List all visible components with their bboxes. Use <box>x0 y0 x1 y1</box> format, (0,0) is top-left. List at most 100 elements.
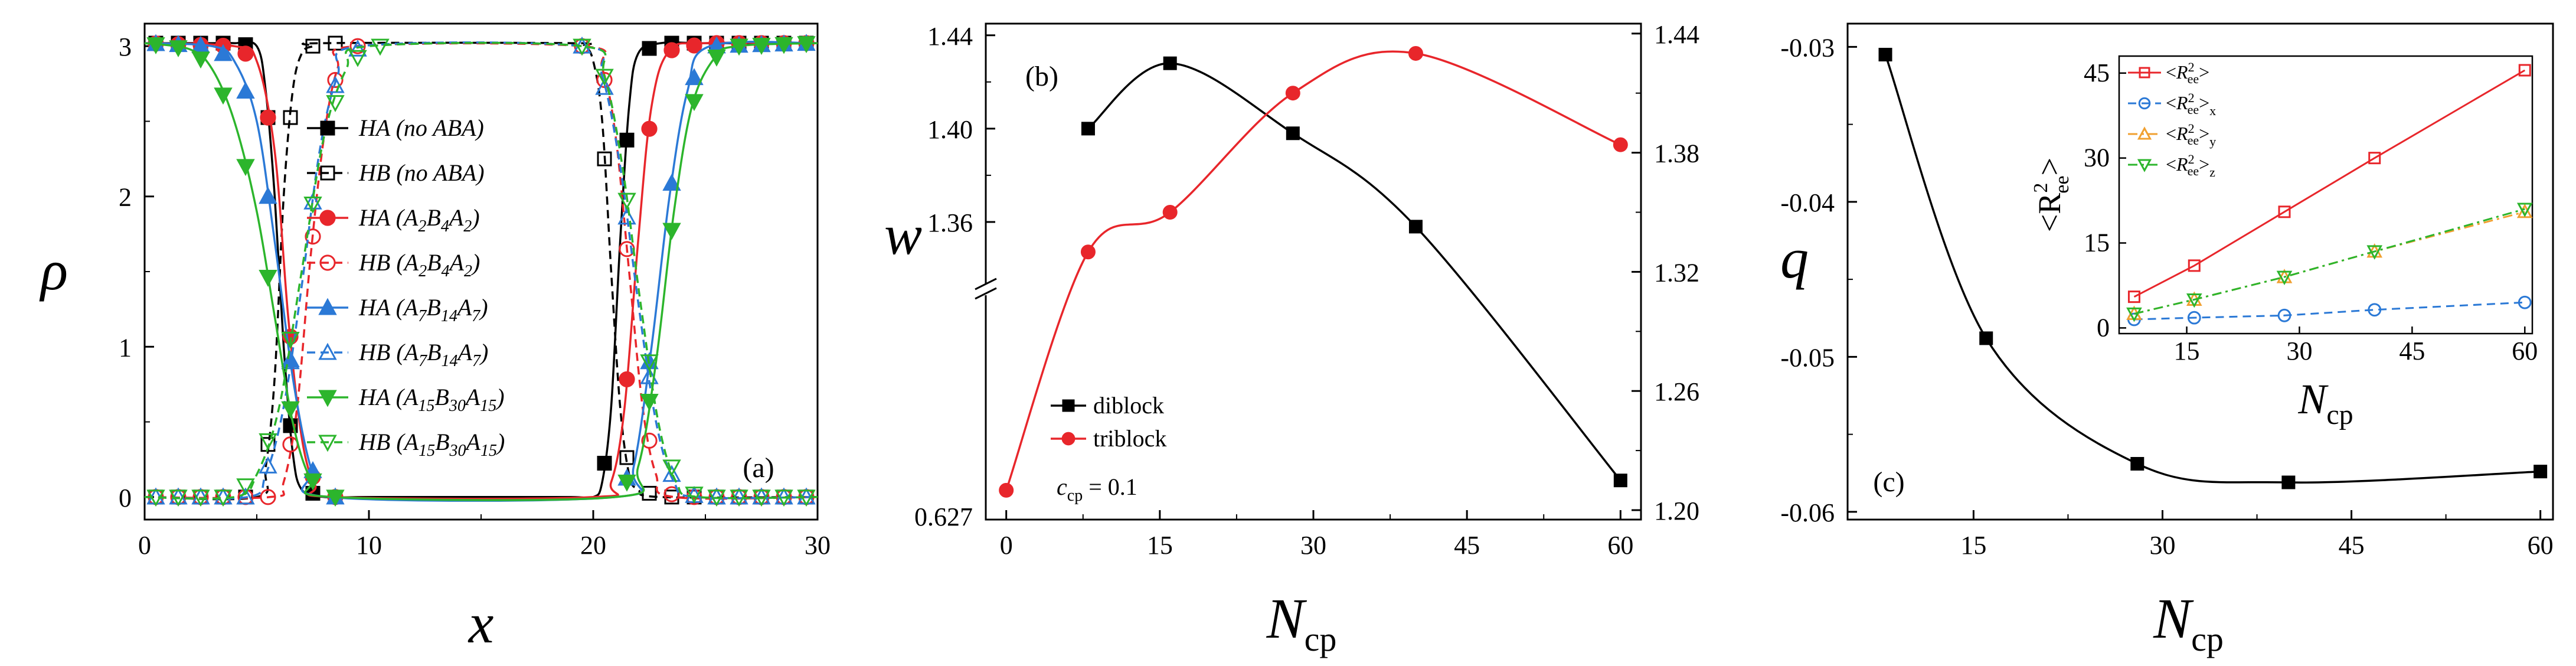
series-marker-7 <box>774 489 793 507</box>
series-line-2 <box>144 41 818 500</box>
series-line-4 <box>144 40 818 502</box>
series-marker-0 <box>1286 126 1300 141</box>
series-marker-0 <box>1408 220 1423 234</box>
series-marker-5 <box>303 192 322 210</box>
inset-legend-label-0: <R2 ee> <box>2166 60 2209 86</box>
x-tick-label: 0 <box>138 531 151 560</box>
series-marker-3 <box>327 71 344 89</box>
series-marker-5 <box>617 207 636 225</box>
series-marker-6 <box>617 474 636 492</box>
legend-marker-1 <box>320 165 335 181</box>
series-marker-0 <box>1081 122 1095 136</box>
series-marker-1 <box>619 450 635 465</box>
series-marker-3 <box>349 38 366 54</box>
series-marker-6 <box>236 159 255 177</box>
legend-label-0: HA (no ABA) <box>358 115 484 141</box>
x-tick-label: 60 <box>1607 531 1633 560</box>
series-marker-7 <box>573 38 591 56</box>
series-marker-7 <box>326 95 345 112</box>
series-marker-6 <box>281 401 300 419</box>
inset-series-marker-1 <box>2187 311 2201 325</box>
legend-label-7: HB (A15B30A15) <box>358 429 505 460</box>
inset-series-marker-0 <box>2518 64 2531 77</box>
y-tick-label: -0.05 <box>1780 343 1835 372</box>
y-tick-label: 1 <box>119 333 132 362</box>
series-marker-1 <box>1285 86 1300 101</box>
legend-marker-3 <box>319 254 336 271</box>
series-marker-5 <box>259 456 277 474</box>
series-line-0 <box>1087 62 1622 481</box>
series-marker-2 <box>260 109 276 126</box>
series-marker-2 <box>237 45 254 62</box>
series-marker-6 <box>662 223 681 240</box>
left-tick-label: 1.44 <box>927 22 973 51</box>
series-marker-0 <box>1878 48 1892 61</box>
inset-series-line-1 <box>2134 301 2525 321</box>
panel-label: (b) <box>1025 61 1058 92</box>
legend-marker-0 <box>320 120 335 136</box>
series-marker-7 <box>146 489 165 507</box>
inset-series-marker-3 <box>2366 245 2383 260</box>
inset-legend-label-3: <R2 ee>z <box>2166 152 2215 179</box>
series-marker-7 <box>662 459 681 477</box>
inset-x-tick-label: 45 <box>2399 337 2425 365</box>
series-marker-6 <box>303 473 322 491</box>
x-axis-label: Ncp <box>1266 587 1337 658</box>
series-marker-6 <box>326 489 345 507</box>
series-line-6 <box>144 42 818 501</box>
series-marker-6 <box>191 51 210 69</box>
legend-label-0: diblock <box>1093 392 1164 419</box>
series-marker-7 <box>191 489 210 507</box>
inset-y-tick-label: 15 <box>2084 228 2110 257</box>
x-tick-label: 10 <box>356 531 382 560</box>
series-marker-3 <box>305 228 321 245</box>
series-marker-7 <box>707 489 726 507</box>
inset-series-marker-0 <box>2127 290 2140 303</box>
inset-series-marker-3 <box>2516 203 2533 217</box>
panel-b-chart: 0 15 30 45 60 1.44 1.40 1.36 0.627 1.44 1.38 1.32 1.… <box>884 20 1699 658</box>
y-tick-label: -0.03 <box>1780 33 1835 62</box>
series-marker-1 <box>999 482 1014 498</box>
series-marker-0 <box>2281 475 2296 489</box>
y-tick-label: 0 <box>119 484 132 512</box>
series-marker-1 <box>1613 137 1628 152</box>
legend-marker-2 <box>319 210 336 226</box>
panel-c-chart: 15 30 45 60 -0.03 -0.04 -0.05 -0.06 Ncp q (c) 15 30 4… <box>1780 22 2554 658</box>
series-marker-7 <box>371 38 390 56</box>
series-marker-6 <box>707 50 726 67</box>
inset-series-marker-1 <box>2277 308 2291 322</box>
y-axis-label: ρ <box>39 239 68 302</box>
series-marker-7 <box>752 489 771 507</box>
series-marker-6 <box>169 40 188 58</box>
x-axis-label: x <box>468 592 494 655</box>
inset-legend-label-2: <R2 ee>y <box>2166 121 2216 149</box>
series-marker-5 <box>236 487 255 505</box>
inset-series-marker-3 <box>2186 293 2202 308</box>
inset-legend-marker-3 <box>2137 159 2152 172</box>
series-marker-3 <box>641 432 658 449</box>
left-tick-label: 1.40 <box>927 115 973 144</box>
inset-y-tick-label: 0 <box>2097 313 2110 342</box>
legend-marker-1 <box>1061 432 1075 446</box>
y-tick-label: 3 <box>119 32 132 61</box>
x-tick-label: 15 <box>1960 531 1986 560</box>
y-axis-label: q <box>1780 227 1809 290</box>
series-marker-6 <box>685 94 704 112</box>
x-tick-label: 60 <box>2528 531 2554 560</box>
series-line-0 <box>1884 54 2541 484</box>
series-marker-2 <box>686 37 702 54</box>
series-marker-6 <box>774 37 793 54</box>
series-line-0 <box>145 41 818 500</box>
legend-marker-5 <box>318 342 337 360</box>
inset-series-marker-0 <box>2368 152 2381 165</box>
x-tick-label: 15 <box>1147 531 1173 560</box>
right-tick-label: 1.32 <box>1654 258 1699 287</box>
series-marker-0 <box>619 132 635 148</box>
inset-series-marker-3 <box>2276 270 2293 286</box>
series-marker-5 <box>662 465 681 482</box>
series-marker-6 <box>259 270 277 287</box>
inset-y-axis-label: <R2ee> <box>2030 158 2073 232</box>
x-axis-label: Ncp <box>2153 587 2224 658</box>
panel-a-chart: 0 10 20 30 0 1 2 3 x ρ (a) HA (no ABA) HB (no ABA) HA… <box>39 22 831 655</box>
